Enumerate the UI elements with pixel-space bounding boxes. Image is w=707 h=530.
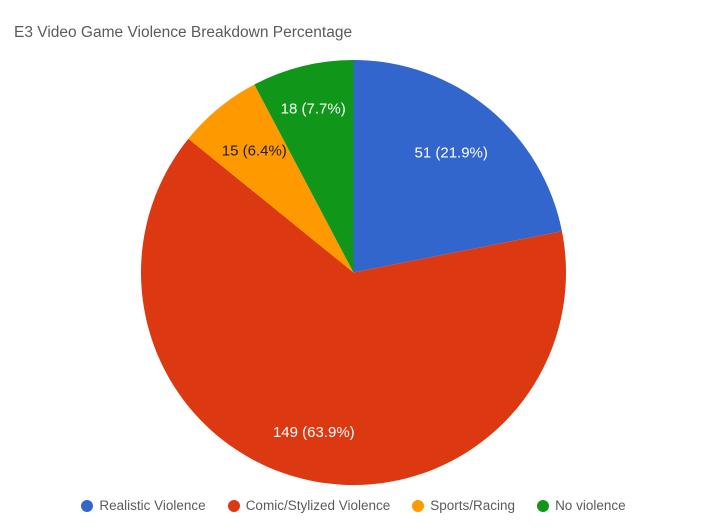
svg-text:149 (63.9%): 149 (63.9%): [273, 424, 355, 441]
svg-text:18 (7.7%): 18 (7.7%): [281, 101, 346, 118]
svg-text:51 (21.9%): 51 (21.9%): [415, 145, 488, 162]
svg-text:15 (6.4%): 15 (6.4%): [222, 143, 287, 160]
